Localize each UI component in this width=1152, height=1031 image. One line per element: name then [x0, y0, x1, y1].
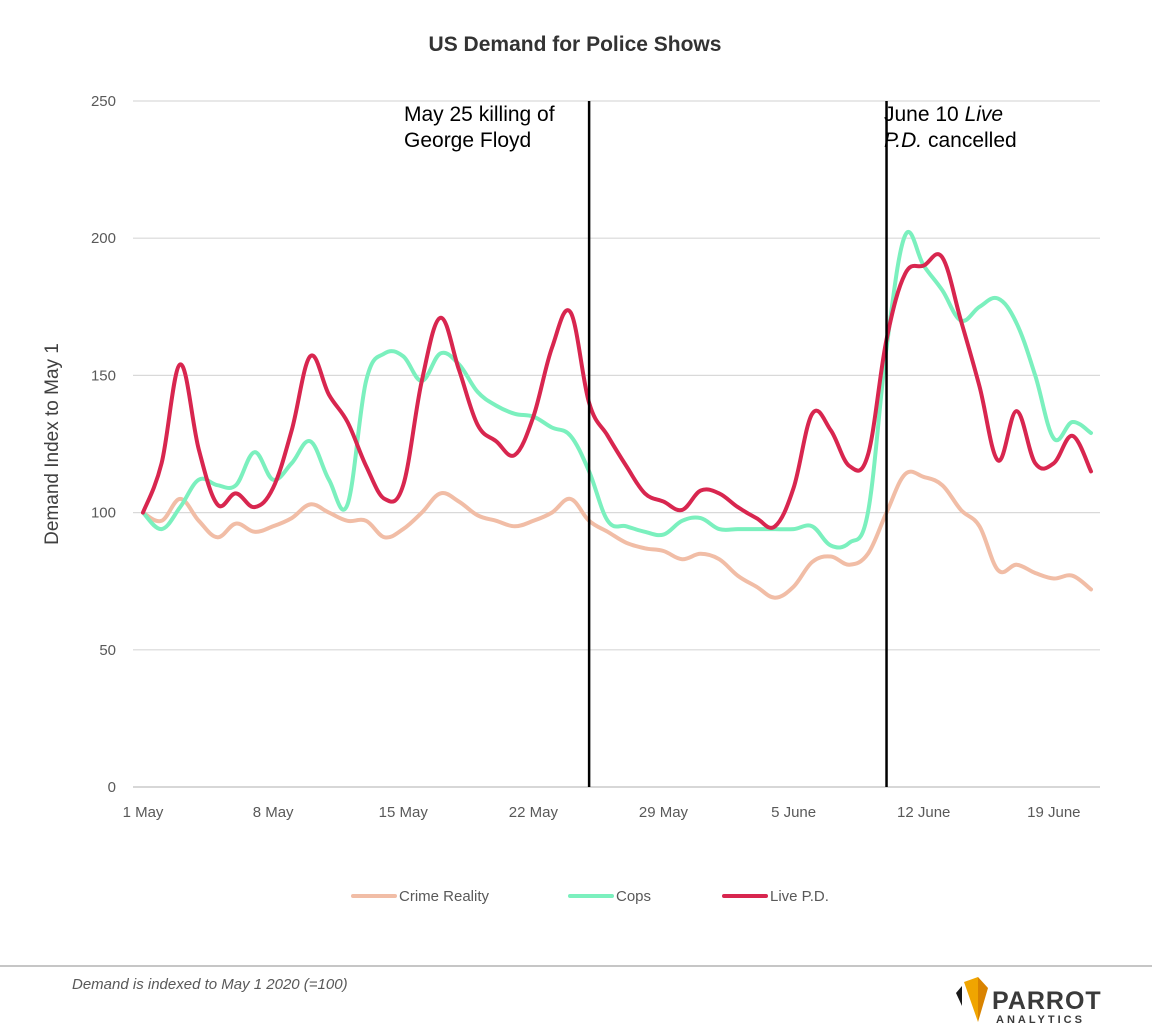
gridlines: [133, 100, 1100, 788]
x-tick-label-6: 12 June: [897, 804, 950, 821]
series-line-cops: [141, 230, 1093, 550]
y-tick-label-150: 150: [91, 367, 116, 384]
event-markers: [587, 101, 888, 787]
annotation-george-floyd-line1: May 25 killing of: [404, 103, 555, 126]
annotation-live-pd-line2a: P.D.: [884, 129, 922, 152]
x-axis-ticks: 1 May 8 May 15 May 22 May 29 May 5 June 12 Jun…: [123, 804, 1081, 821]
annotation-live-pd-line1b: Live: [965, 103, 1004, 126]
annotation-george-floyd: May 25 killing of George Floyd: [404, 103, 560, 152]
x-tick-label-1: 8 May: [253, 804, 294, 821]
annotation-live-pd-line1a: June 10: [884, 103, 965, 126]
y-tick-label-0: 0: [108, 779, 116, 796]
y-axis-label: Demand Index to May 1: [42, 343, 63, 545]
x-tick-label-5: 5 June: [771, 804, 816, 821]
y-axis-ticks: 0 50 100 150 200 250: [91, 93, 116, 796]
logo-wordmark: PARROT: [992, 987, 1102, 1015]
legend-label-crime-reality: Crime Reality: [399, 888, 490, 905]
series-lines: [141, 230, 1093, 600]
x-tick-label-4: 29 May: [639, 804, 689, 821]
footer-note: Demand is indexed to May 1 2020 (=100): [72, 976, 348, 993]
legend-label-cops: Cops: [616, 888, 651, 905]
annotation-live-pd-cancelled: June 10 Live P.D. cancelled: [884, 103, 1017, 152]
x-tick-label-2: 15 May: [379, 804, 429, 821]
annotation-live-pd-line2b: cancelled: [922, 129, 1017, 152]
annotation-george-floyd-line2: George Floyd: [404, 129, 531, 152]
series-line-crime-reality: [141, 469, 1093, 600]
parrot-logo-icon: [956, 977, 988, 1022]
y-tick-label-50: 50: [99, 642, 116, 659]
legend-label-live-p-d: Live P.D.: [770, 888, 829, 905]
x-tick-label-3: 22 May: [509, 804, 559, 821]
legend: Crime Reality Cops Live P.D.: [351, 888, 829, 905]
chart-title: US Demand for Police Shows: [429, 33, 722, 56]
x-tick-label-7: 19 June: [1027, 804, 1080, 821]
logo-subtext: ANALYTICS: [996, 1014, 1085, 1026]
x-tick-label-0: 1 May: [123, 804, 164, 821]
y-tick-label-100: 100: [91, 505, 116, 522]
series-line-live-p-d: [141, 252, 1093, 530]
y-tick-label-250: 250: [91, 93, 116, 110]
parrot-analytics-logo: PARROT ANALYTICS: [956, 977, 1102, 1026]
y-tick-label-200: 200: [91, 230, 116, 247]
